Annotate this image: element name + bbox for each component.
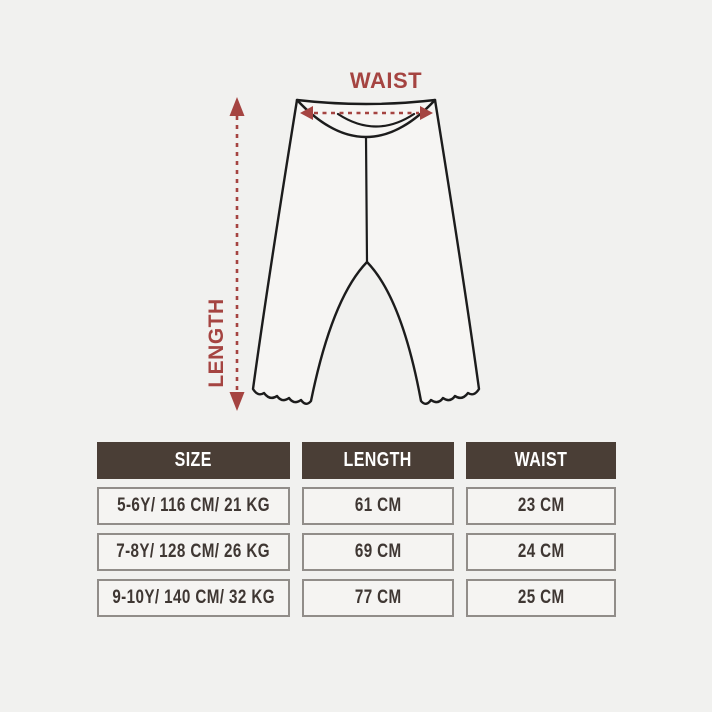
- cell-text: 7-8Y/ 128 CM/ 26 KG: [116, 541, 271, 562]
- length-label: LENGTH: [205, 298, 228, 388]
- header-length-label: LENGTH: [343, 449, 413, 471]
- cell-text: 23 CM: [517, 495, 565, 516]
- table-row-2-size: 7-8Y/ 128 CM/ 26 KG: [97, 533, 290, 571]
- length-arrow: [229, 97, 245, 411]
- header-waist-label: WAIST: [514, 449, 568, 471]
- cell-text: 61 CM: [354, 495, 402, 516]
- table-row-1-waist: 23 CM: [466, 487, 616, 525]
- header-length: LENGTH: [302, 442, 454, 479]
- cell-text: 77 CM: [354, 587, 402, 608]
- waistband-inner-curve: [336, 112, 416, 128]
- cell-text: 69 CM: [354, 541, 402, 562]
- cell-text: 25 CM: [517, 587, 565, 608]
- cell-text: 24 CM: [517, 541, 565, 562]
- header-size-label: SIZE: [174, 449, 213, 471]
- table-row-3-waist: 25 CM: [466, 579, 616, 617]
- table-row-2-waist: 24 CM: [466, 533, 616, 571]
- waist-arrow: [300, 106, 433, 120]
- center-seam: [364, 135, 369, 264]
- table-row-2-length: 69 CM: [302, 533, 454, 571]
- header-size: SIZE: [97, 442, 290, 479]
- table-row-1-size: 5-6Y/ 116 CM/ 21 KG: [97, 487, 290, 525]
- table-row-3-size: 9-10Y/ 140 CM/ 32 KG: [97, 579, 290, 617]
- cell-text: 5-6Y/ 116 CM/ 21 KG: [117, 495, 270, 516]
- header-waist: WAIST: [466, 442, 616, 479]
- cell-text: 9-10Y/ 140 CM/ 32 KG: [112, 587, 275, 608]
- waist-label: WAIST: [349, 68, 423, 93]
- table-row-3-length: 77 CM: [302, 579, 454, 617]
- table-row-1-length: 61 CM: [302, 487, 454, 525]
- size-table: SIZE LENGTH WAIST 5-6Y/ 116 CM/ 21 KG 61…: [97, 442, 616, 617]
